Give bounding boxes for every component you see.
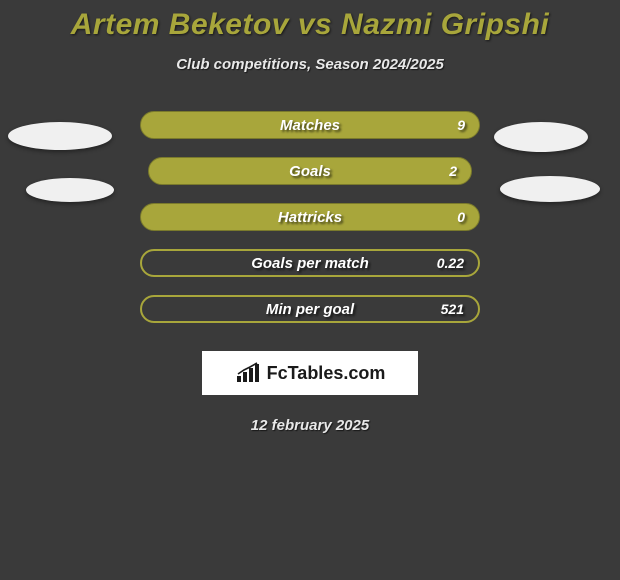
- stat-value: 9: [457, 117, 465, 133]
- stats-card: Artem Beketov vs Nazmi Gripshi Club comp…: [0, 0, 620, 580]
- bar-wrap: Hattricks 0: [140, 203, 480, 231]
- stat-bar: Goals 2: [148, 157, 472, 185]
- stat-bar: Matches 9: [140, 111, 480, 139]
- bar-wrap: Matches 9: [140, 111, 480, 139]
- logo-text: FcTables.com: [267, 363, 386, 384]
- stat-label: Goals per match: [251, 255, 369, 272]
- stat-value: 0: [457, 209, 465, 225]
- date-text: 12 february 2025: [0, 417, 620, 434]
- stat-label: Goals: [289, 163, 331, 180]
- stat-bar: Goals per match 0.22: [140, 249, 480, 277]
- stat-row: Min per goal 521: [0, 295, 620, 341]
- stat-label: Hattricks: [278, 209, 342, 226]
- stat-label: Matches: [280, 117, 340, 134]
- stat-bar: Min per goal 521: [140, 295, 480, 323]
- subtitle: Club competitions, Season 2024/2025: [0, 56, 620, 73]
- stat-value: 0.22: [437, 255, 464, 271]
- stat-row: Matches 9: [0, 111, 620, 157]
- logo-box: FcTables.com: [202, 351, 418, 395]
- stat-value: 521: [441, 301, 464, 317]
- stat-value: 2: [449, 163, 457, 179]
- bar-wrap: Goals per match 0.22: [140, 249, 480, 277]
- stat-row: Goals 2: [0, 157, 620, 203]
- stat-row: Goals per match 0.22: [0, 249, 620, 295]
- chart-icon: [235, 362, 261, 384]
- title: Artem Beketov vs Nazmi Gripshi: [0, 8, 620, 42]
- stat-label: Min per goal: [266, 301, 354, 318]
- stat-bar: Hattricks 0: [140, 203, 480, 231]
- stat-row: Hattricks 0: [0, 203, 620, 249]
- stat-rows: Matches 9 Goals 2 Hattricks 0 Goals per match 0…: [0, 111, 620, 341]
- bar-wrap: Min per goal 521: [140, 295, 480, 323]
- bar-wrap: Goals 2: [148, 157, 472, 185]
